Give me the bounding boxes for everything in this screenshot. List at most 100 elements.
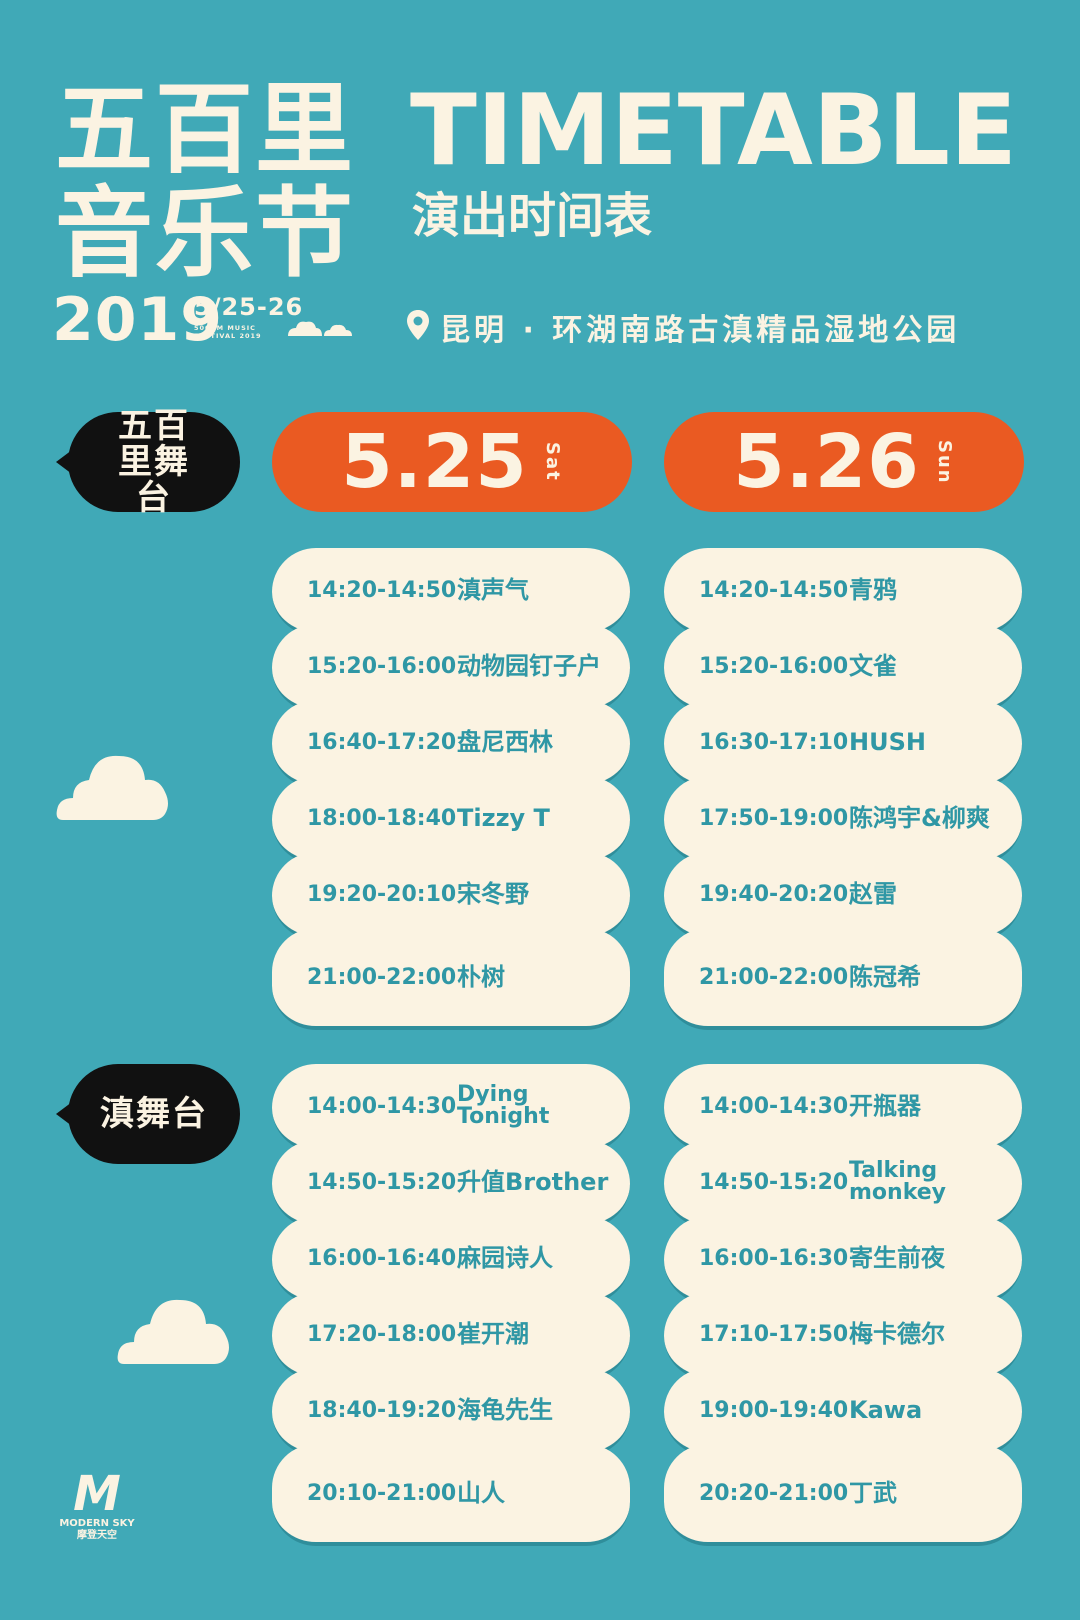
slot-artist: 丁武 bbox=[849, 1479, 897, 1507]
slot-artist: 动物园钉子户 bbox=[457, 652, 601, 680]
cloud-icon bbox=[116, 1292, 232, 1372]
stage-label-dian: 滇舞台 bbox=[56, 1064, 240, 1164]
logo-cloud-icon bbox=[286, 318, 356, 342]
date-header-sat: 5.25 Sat bbox=[272, 412, 632, 512]
slot-time: 20:10-21:00 bbox=[307, 1480, 457, 1506]
slot-s2-sun-1: 14:00-14:30 开瓶器 bbox=[664, 1064, 1022, 1152]
weekday-label: Sun bbox=[933, 439, 955, 485]
slot-artist: 文雀 bbox=[849, 652, 897, 680]
slot-s1-sun-6: 21:00-22:00 陈冠希 bbox=[664, 928, 1022, 1030]
slot-artist: 陈冠希 bbox=[849, 963, 921, 991]
slot-s2-sat-4: 17:20-18:00 崔开潮 bbox=[272, 1292, 630, 1380]
slot-artist: 麻园诗人 bbox=[457, 1244, 553, 1272]
date-number: 5.26 bbox=[733, 419, 920, 505]
brand-name: MODERN SKY bbox=[59, 1518, 135, 1529]
slot-artist: 宋冬野 bbox=[457, 880, 529, 908]
festival-logo: 五百里 音乐节 bbox=[55, 78, 365, 286]
slot-s1-sat-4: 18:00-18:40 Tizzy T bbox=[272, 776, 630, 864]
slot-s2-sat-2: 14:50-15:20 升值Brother bbox=[272, 1140, 630, 1228]
slot-artist: 朴树 bbox=[457, 963, 505, 991]
slot-artist: Tizzy T bbox=[457, 804, 550, 832]
date-header-sun: 5.26 Sun bbox=[664, 412, 1024, 512]
page-subtitle: 演出时间表 bbox=[412, 188, 653, 244]
slot-time: 15:20-16:00 bbox=[307, 653, 457, 679]
slot-s1-sun-3: 16:30-17:10 HUSH bbox=[664, 700, 1022, 788]
slot-artist: 青鸦 bbox=[849, 576, 897, 604]
slot-s1-sun-5: 19:40-20:20 赵雷 bbox=[664, 852, 1022, 940]
slot-s1-sun-4: 17:50-19:00 陈鸿宇&柳爽 bbox=[664, 776, 1022, 864]
slot-artist: Kawa bbox=[849, 1396, 923, 1424]
slot-time: 14:50-15:20 bbox=[699, 1169, 849, 1195]
logo-line-2: 音乐节 bbox=[55, 177, 356, 291]
slot-time: 14:50-15:20 bbox=[307, 1169, 457, 1195]
slot-artist: 陈鸿宇&柳爽 bbox=[849, 804, 990, 832]
location-text: 昆明 · 环湖南路古滇精品湿地公园 bbox=[440, 313, 961, 348]
slot-s2-sun-2: 14:50-15:20 Talking monkey bbox=[664, 1140, 1022, 1228]
slot-time: 17:10-17:50 bbox=[699, 1321, 849, 1347]
logo-subtitle: 500KM MUSIC FESTIVAL 2019 bbox=[194, 324, 262, 340]
location: 昆明 · 环湖南路古滇精品湿地公园 bbox=[406, 305, 960, 349]
slot-artist: 寄生前夜 bbox=[849, 1244, 945, 1272]
slot-s2-sun-4: 17:10-17:50 梅卡德尔 bbox=[664, 1292, 1022, 1380]
slot-s1-sat-3: 16:40-17:20 盘尼西林 bbox=[272, 700, 630, 788]
slot-artist: 开瓶器 bbox=[849, 1092, 921, 1120]
brand-name-cn: 摩登天空 bbox=[77, 1530, 117, 1541]
slot-time: 18:00-18:40 bbox=[307, 805, 457, 831]
slot-artist: 梅卡德尔 bbox=[849, 1320, 945, 1348]
slot-time: 17:50-19:00 bbox=[699, 805, 849, 831]
map-pin-icon bbox=[406, 309, 430, 345]
slot-time: 14:20-14:50 bbox=[307, 577, 457, 603]
logo-line-1: 五百里 bbox=[55, 73, 356, 187]
cloud-icon bbox=[55, 748, 171, 828]
slot-time: 19:00-19:40 bbox=[699, 1397, 849, 1423]
slot-s2-sat-6: 20:10-21:00 山人 bbox=[272, 1444, 630, 1546]
slot-s1-sat-6: 21:00-22:00 朴树 bbox=[272, 928, 630, 1030]
slot-artist: 升值Brother bbox=[457, 1168, 609, 1196]
slot-time: 21:00-22:00 bbox=[699, 964, 849, 990]
slot-time: 21:00-22:00 bbox=[307, 964, 457, 990]
slot-time: 19:20-20:10 bbox=[307, 881, 457, 907]
slot-time: 18:40-19:20 bbox=[307, 1397, 457, 1423]
slot-artist: Dying Tonight bbox=[457, 1082, 550, 1129]
slot-s1-sat-1: 14:20-14:50 滇声气 bbox=[272, 548, 630, 636]
slot-s2-sat-1: 14:00-14:30 Dying Tonight bbox=[272, 1064, 630, 1152]
slot-s2-sun-6: 20:20-21:00 丁武 bbox=[664, 1444, 1022, 1546]
slot-time: 16:00-16:40 bbox=[307, 1245, 457, 1271]
slot-s2-sun-3: 16:00-16:30 寄生前夜 bbox=[664, 1216, 1022, 1304]
logo-dates: 5/25-26 bbox=[194, 293, 304, 321]
slot-time: 14:00-14:30 bbox=[699, 1093, 849, 1119]
slot-artist: 盘尼西林 bbox=[457, 728, 553, 756]
slot-s2-sat-3: 16:00-16:40 麻园诗人 bbox=[272, 1216, 630, 1304]
date-number: 5.25 bbox=[341, 419, 528, 505]
slot-artist: 海龟先生 bbox=[457, 1396, 553, 1424]
slot-time: 15:20-16:00 bbox=[699, 653, 849, 679]
slot-s2-sat-5: 18:40-19:20 海龟先生 bbox=[272, 1368, 630, 1456]
slot-time: 20:20-21:00 bbox=[699, 1480, 849, 1506]
slot-time: 14:00-14:30 bbox=[307, 1093, 457, 1119]
brand-mark: M bbox=[73, 1466, 121, 1522]
slot-s1-sat-2: 15:20-16:00 动物园钉子户 bbox=[272, 624, 630, 712]
slot-s1-sun-1: 14:20-14:50 青鸦 bbox=[664, 548, 1022, 636]
logo-year: 2019 bbox=[52, 285, 223, 355]
slot-artist: HUSH bbox=[849, 728, 926, 756]
slot-time: 19:40-20:20 bbox=[699, 881, 849, 907]
slot-time: 14:20-14:50 bbox=[699, 577, 849, 603]
slot-artist: 赵雷 bbox=[849, 880, 897, 908]
slot-time: 16:40-17:20 bbox=[307, 729, 457, 755]
brand-logo: M MODERN SKY 摩登天空 bbox=[52, 1470, 142, 1542]
slot-artist: 崔开潮 bbox=[457, 1320, 529, 1348]
slot-time: 16:00-16:30 bbox=[699, 1245, 849, 1271]
stage-name: 滇舞台 bbox=[100, 1094, 208, 1134]
slot-s2-sun-5: 19:00-19:40 Kawa bbox=[664, 1368, 1022, 1456]
slot-s1-sat-5: 19:20-20:10 宋冬野 bbox=[272, 852, 630, 940]
weekday-label: Sat bbox=[541, 442, 563, 482]
slot-artist: 滇声气 bbox=[457, 576, 529, 604]
slot-artist: 山人 bbox=[457, 1479, 505, 1507]
page-title: TIMETABLE bbox=[410, 74, 1017, 188]
slot-time: 17:20-18:00 bbox=[307, 1321, 457, 1347]
stage-label-500km: 五百里舞台 bbox=[56, 408, 240, 516]
slot-s1-sun-2: 15:20-16:00 文雀 bbox=[664, 624, 1022, 712]
slot-time: 16:30-17:10 bbox=[699, 729, 849, 755]
stage-name: 五百里舞台 bbox=[118, 406, 190, 518]
slot-artist: Talking monkey bbox=[849, 1158, 947, 1205]
